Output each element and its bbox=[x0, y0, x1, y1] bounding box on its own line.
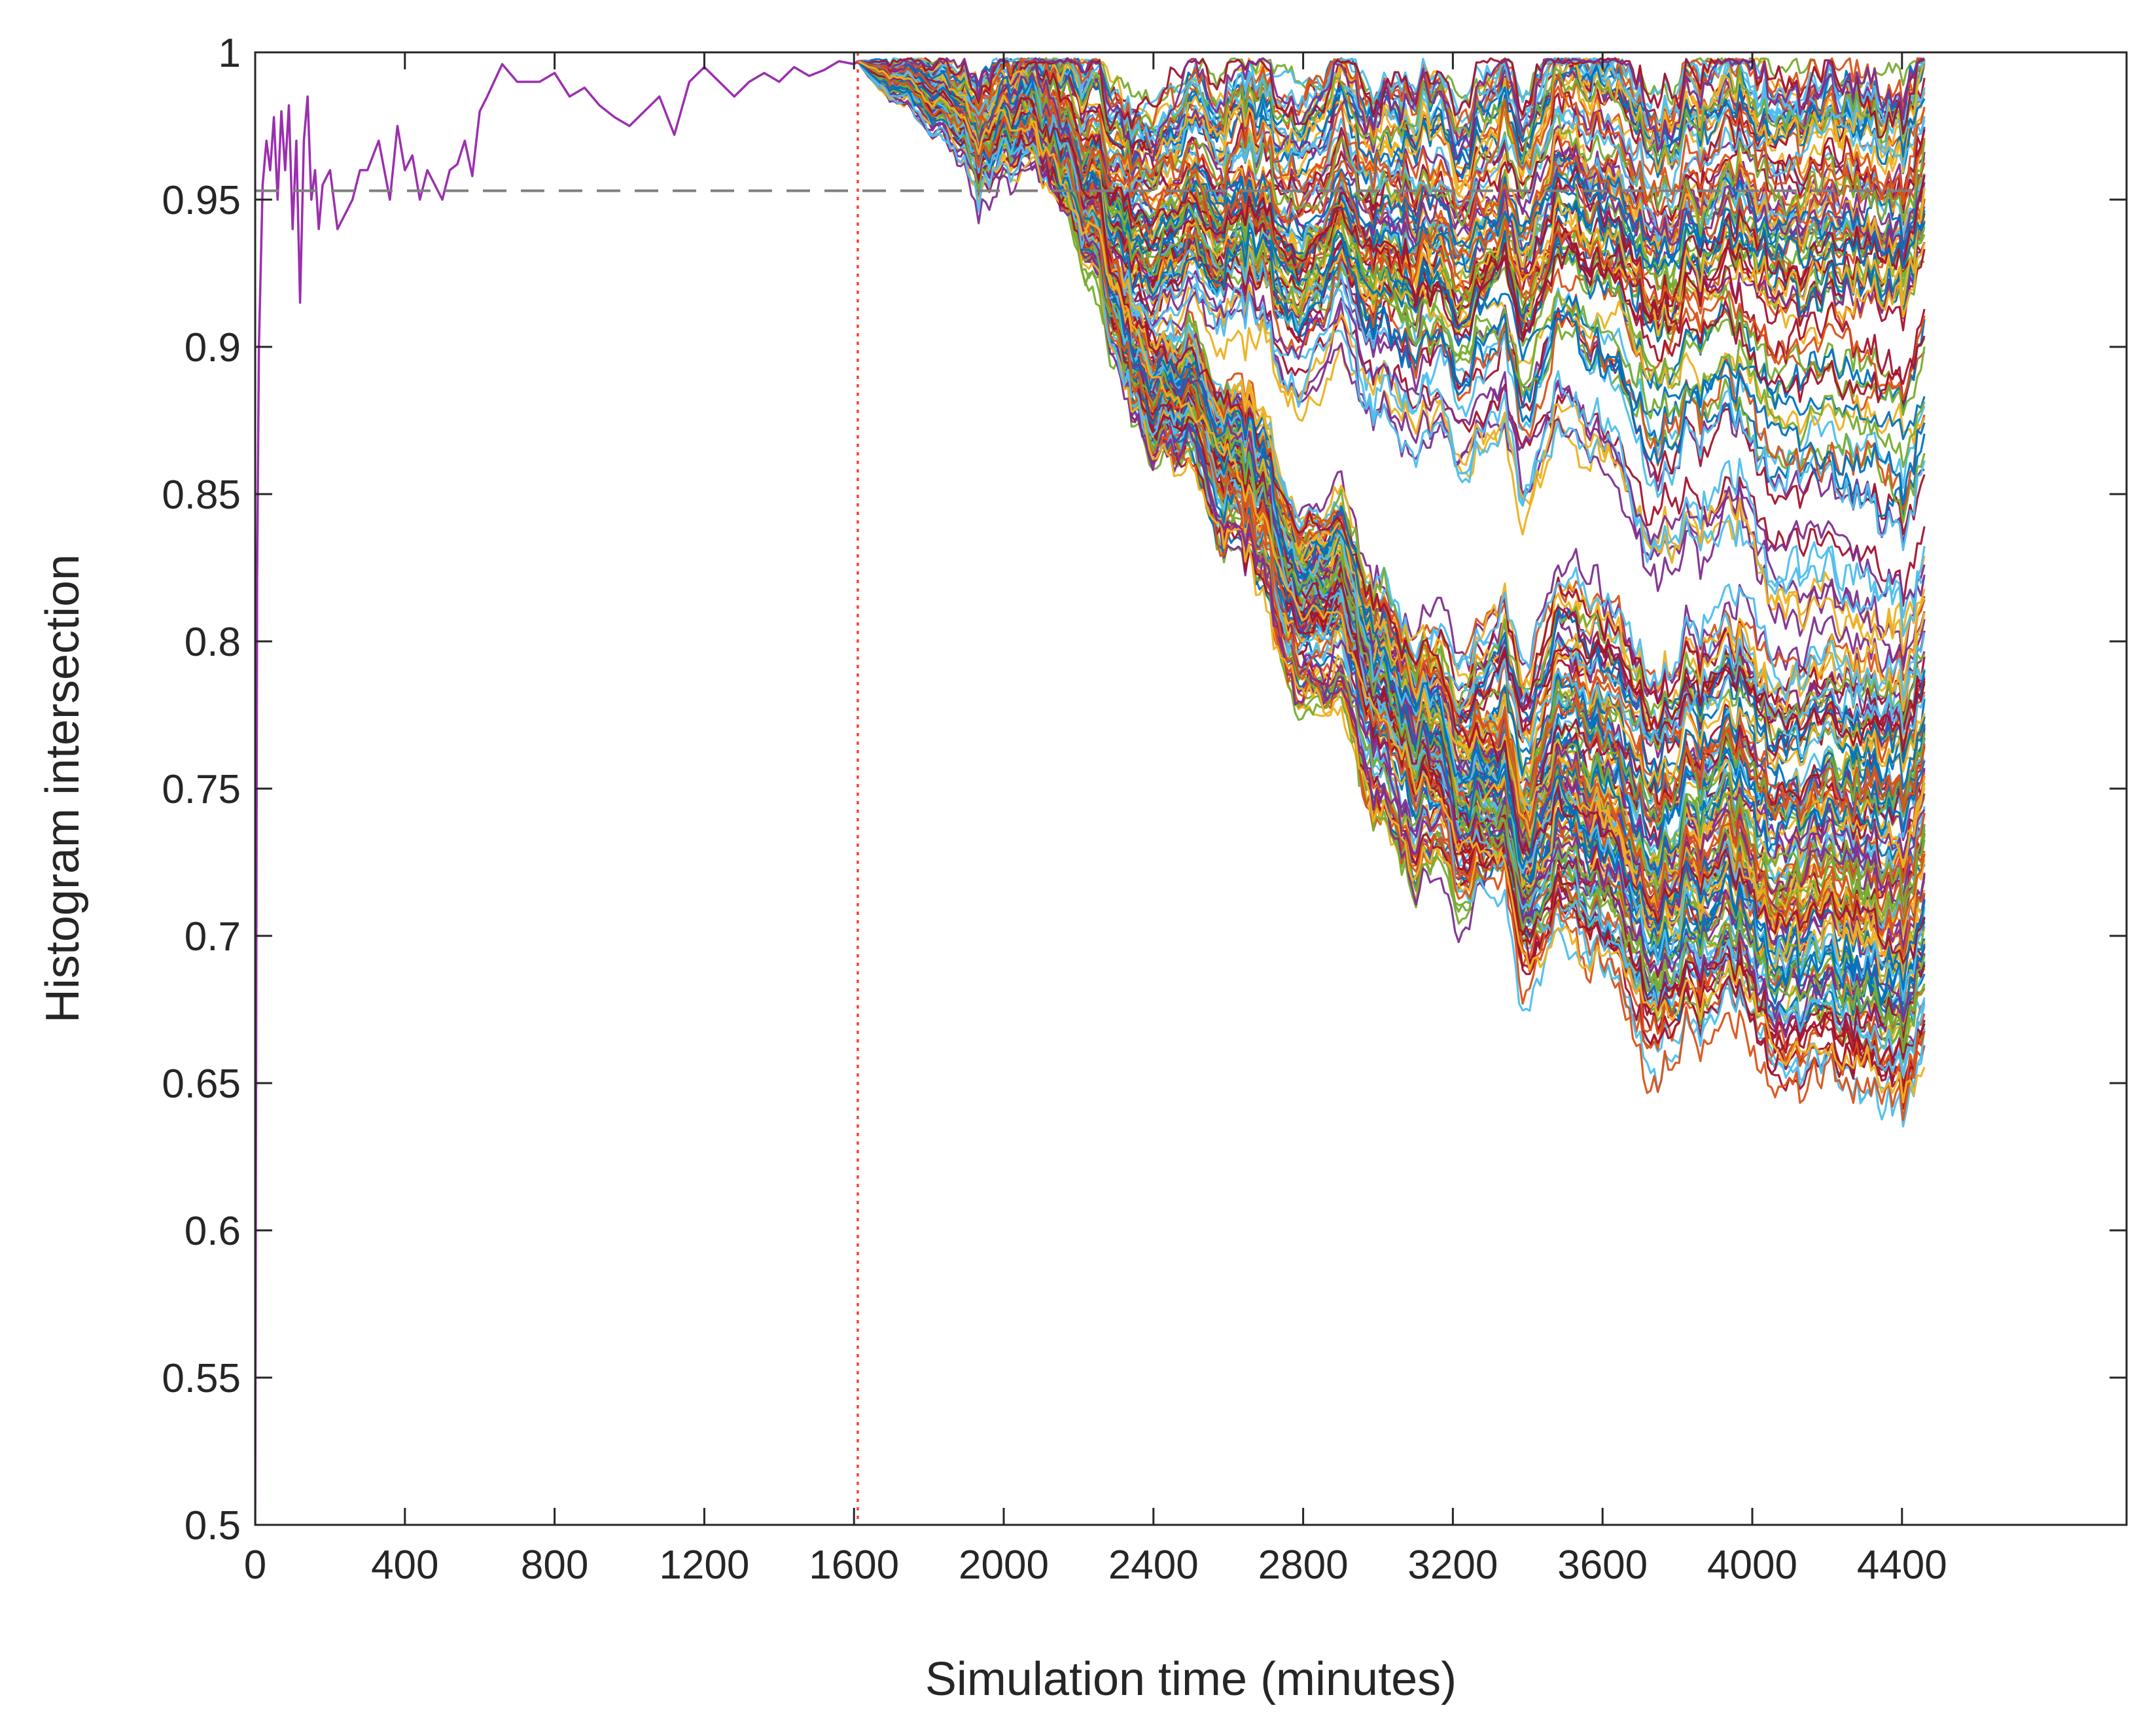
y-tick-label: 0.75 bbox=[162, 767, 241, 812]
x-tick-label: 1600 bbox=[809, 1543, 899, 1588]
y-axis-title: Histogram intersection bbox=[37, 554, 89, 1023]
y-tick-label: 0.7 bbox=[185, 914, 241, 959]
reference-layer bbox=[255, 60, 858, 1525]
simulation-series-line bbox=[857, 60, 1926, 1002]
x-tick-label: 3200 bbox=[1407, 1543, 1498, 1588]
reference-series-line bbox=[255, 60, 858, 1525]
simulation-series-line bbox=[857, 60, 1926, 965]
simulation-series-line bbox=[857, 60, 1926, 1053]
y-tick-label: 0.85 bbox=[162, 473, 241, 518]
x-axis-title: Simulation time (minutes) bbox=[925, 1653, 1457, 1705]
y-tick-label: 0.65 bbox=[162, 1062, 241, 1107]
simulation-series-line bbox=[857, 57, 1925, 166]
x-tick-label: 4400 bbox=[1857, 1543, 1947, 1588]
x-tick-label: 400 bbox=[371, 1543, 438, 1588]
simulation-series-line bbox=[857, 60, 1926, 1103]
simulation-series-line bbox=[857, 60, 1926, 983]
y-tick-label: 0.6 bbox=[185, 1209, 241, 1254]
x-tick-label: 2400 bbox=[1108, 1543, 1199, 1588]
y-tick-label: 0.5 bbox=[185, 1503, 241, 1548]
y-tick-label: 0.55 bbox=[162, 1356, 241, 1401]
y-tick-label: 0.9 bbox=[185, 325, 241, 370]
simulation-series-line bbox=[857, 60, 1926, 600]
x-tick-label: 2800 bbox=[1258, 1543, 1349, 1588]
x-axis-ticks: 0 400 800 1200 1600 2000 2400 2800 3200 3600 4000 4… bbox=[244, 52, 1947, 1588]
x-tick-label: 3600 bbox=[1557, 1543, 1648, 1588]
y-axis-ticks: 0.5 0.55 0.6 0.65 0.7 0.75 0.8 0.85 0.9 0.95 1 bbox=[162, 31, 2127, 1548]
series-layer bbox=[857, 57, 1926, 1128]
x-tick-label: 800 bbox=[521, 1543, 588, 1588]
x-tick-label: 0 bbox=[244, 1543, 266, 1588]
simulation-series-line bbox=[857, 60, 1926, 937]
guide-layer bbox=[255, 52, 1925, 1525]
y-tick-label: 1 bbox=[219, 31, 241, 76]
y-tick-label: 0.95 bbox=[162, 178, 241, 223]
x-tick-label: 2000 bbox=[959, 1543, 1049, 1588]
x-tick-label: 4000 bbox=[1707, 1543, 1797, 1588]
x-tick-label: 1200 bbox=[659, 1543, 749, 1588]
simulation-series-line bbox=[857, 60, 1926, 1128]
y-tick-label: 0.8 bbox=[185, 620, 241, 665]
simulation-series-line bbox=[857, 60, 1926, 1122]
